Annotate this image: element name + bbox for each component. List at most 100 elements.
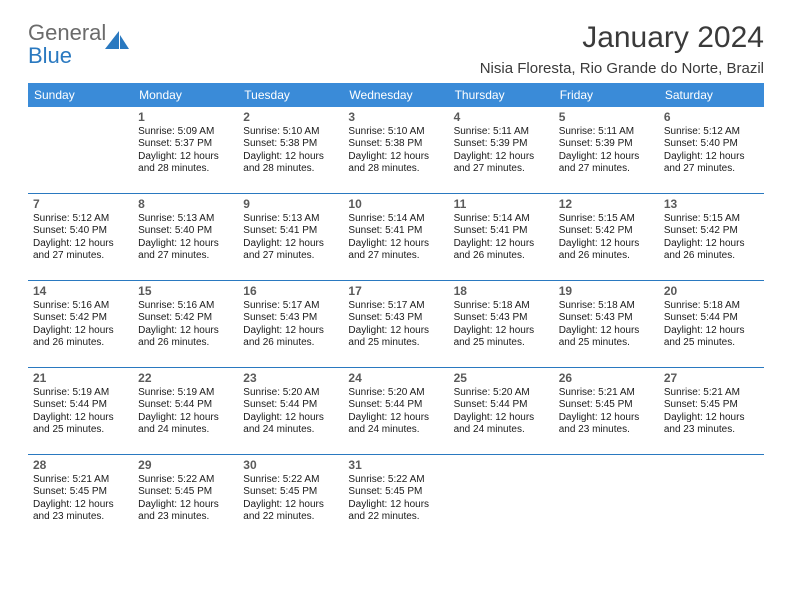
day-number: 23 — [243, 371, 338, 385]
day-number: 26 — [559, 371, 654, 385]
header: General Blue January 2024 Nisia Floresta… — [28, 22, 764, 77]
daylight-line: Daylight: 12 hours and 25 minutes. — [454, 325, 549, 350]
sunset-line: Sunset: 5:42 PM — [559, 225, 654, 238]
sunrise-line: Sunrise: 5:10 AM — [243, 126, 338, 139]
calendar-day-cell: 1Sunrise: 5:09 AMSunset: 5:37 PMDaylight… — [133, 107, 238, 194]
daylight-line: Daylight: 12 hours and 28 minutes. — [348, 151, 443, 176]
sunrise-line: Sunrise: 5:09 AM — [138, 126, 233, 139]
sunset-line: Sunset: 5:45 PM — [33, 486, 128, 499]
daylight-line: Daylight: 12 hours and 27 minutes. — [33, 238, 128, 263]
calendar-day-cell: 6 Sunrise: 5:12 AMSunset: 5:40 PMDaylight… — [659, 107, 764, 194]
sunset-line: Sunset: 5:38 PM — [243, 138, 338, 151]
calendar-day-cell: 15Sunrise: 5:16 AMSunset: 5:42 PMDayligh… — [133, 280, 238, 367]
day-number: 7 — [33, 197, 128, 211]
calendar-day-cell: 16Sunrise: 5:17 AMSunset: 5:43 PMDayligh… — [238, 280, 343, 367]
calendar-day-cell — [659, 454, 764, 541]
calendar-week-row: 28Sunrise: 5:21 AMSunset: 5:45 PMDayligh… — [28, 454, 764, 541]
day-number: 14 — [33, 284, 128, 298]
daylight-line: Daylight: 12 hours and 27 minutes. — [348, 238, 443, 263]
day-number: 6 — [664, 110, 759, 124]
logo-word-blue: Blue — [28, 43, 72, 68]
daylight-line: Daylight: 12 hours and 26 minutes. — [454, 238, 549, 263]
calendar-table: SundayMondayTuesdayWednesdayThursdayFrid… — [28, 83, 764, 541]
day-number: 8 — [138, 197, 233, 211]
day-number: 17 — [348, 284, 443, 298]
logo-sail-icon — [105, 31, 131, 56]
sunset-line: Sunset: 5:44 PM — [138, 399, 233, 412]
daylight-line: Daylight: 12 hours and 24 minutes. — [138, 412, 233, 437]
sunset-line: Sunset: 5:42 PM — [664, 225, 759, 238]
weekday-header: Saturday — [659, 83, 764, 107]
day-number: 3 — [348, 110, 443, 124]
calendar-week-row: 14Sunrise: 5:16 AMSunset: 5:42 PMDayligh… — [28, 280, 764, 367]
calendar-day-cell: 2 Sunrise: 5:10 AMSunset: 5:38 PMDaylight… — [238, 107, 343, 194]
calendar-week-row: 1Sunrise: 5:09 AMSunset: 5:37 PMDaylight… — [28, 107, 764, 194]
sunrise-line: Sunrise: 5:20 AM — [243, 387, 338, 400]
daylight-line: Daylight: 12 hours and 28 minutes. — [138, 151, 233, 176]
title-block: January 2024 Nisia Floresta, Rio Grande … — [480, 22, 764, 77]
sunrise-line: Sunrise: 5:12 AM — [33, 213, 128, 226]
daylight-line: Daylight: 12 hours and 22 minutes. — [243, 499, 338, 524]
daylight-line: Daylight: 12 hours and 24 minutes. — [348, 412, 443, 437]
sunset-line: Sunset: 5:44 PM — [243, 399, 338, 412]
sunrise-line: Sunrise: 5:15 AM — [559, 213, 654, 226]
sunset-line: Sunset: 5:40 PM — [33, 225, 128, 238]
day-number: 29 — [138, 458, 233, 472]
weekday-header: Wednesday — [343, 83, 448, 107]
daylight-line: Daylight: 12 hours and 25 minutes. — [348, 325, 443, 350]
daylight-line: Daylight: 12 hours and 26 minutes. — [33, 325, 128, 350]
calendar-day-cell: 19Sunrise: 5:18 AMSunset: 5:43 PMDayligh… — [554, 280, 659, 367]
calendar-day-cell: 20Sunrise: 5:18 AMSunset: 5:44 PMDayligh… — [659, 280, 764, 367]
sunrise-line: Sunrise: 5:10 AM — [348, 126, 443, 139]
sunset-line: Sunset: 5:38 PM — [348, 138, 443, 151]
day-number: 30 — [243, 458, 338, 472]
day-number: 1 — [138, 110, 233, 124]
calendar-day-cell: 29Sunrise: 5:22 AMSunset: 5:45 PMDayligh… — [133, 454, 238, 541]
sunrise-line: Sunrise: 5:20 AM — [348, 387, 443, 400]
sunrise-line: Sunrise: 5:12 AM — [664, 126, 759, 139]
day-number: 12 — [559, 197, 654, 211]
calendar-day-cell: 23Sunrise: 5:20 AMSunset: 5:44 PMDayligh… — [238, 367, 343, 454]
sunrise-line: Sunrise: 5:22 AM — [243, 474, 338, 487]
daylight-line: Daylight: 12 hours and 27 minutes. — [138, 238, 233, 263]
sunrise-line: Sunrise: 5:21 AM — [664, 387, 759, 400]
calendar-day-cell — [28, 107, 133, 194]
day-number: 5 — [559, 110, 654, 124]
sunrise-line: Sunrise: 5:13 AM — [243, 213, 338, 226]
sunset-line: Sunset: 5:40 PM — [664, 138, 759, 151]
calendar-day-cell — [554, 454, 659, 541]
sunset-line: Sunset: 5:41 PM — [348, 225, 443, 238]
day-number: 31 — [348, 458, 443, 472]
calendar-day-cell: 31Sunrise: 5:22 AMSunset: 5:45 PMDayligh… — [343, 454, 448, 541]
daylight-line: Daylight: 12 hours and 25 minutes. — [33, 412, 128, 437]
daylight-line: Daylight: 12 hours and 27 minutes. — [664, 151, 759, 176]
day-number: 19 — [559, 284, 654, 298]
daylight-line: Daylight: 12 hours and 23 minutes. — [33, 499, 128, 524]
daylight-line: Daylight: 12 hours and 22 minutes. — [348, 499, 443, 524]
weekday-header: Friday — [554, 83, 659, 107]
weekday-header: Monday — [133, 83, 238, 107]
sunrise-line: Sunrise: 5:17 AM — [348, 300, 443, 313]
calendar-day-cell: 22Sunrise: 5:19 AMSunset: 5:44 PMDayligh… — [133, 367, 238, 454]
sunrise-line: Sunrise: 5:19 AM — [33, 387, 128, 400]
sunrise-line: Sunrise: 5:11 AM — [454, 126, 549, 139]
calendar-day-cell: 5Sunrise: 5:11 AMSunset: 5:39 PMDaylight… — [554, 107, 659, 194]
day-number: 2 — [243, 110, 338, 124]
sunrise-line: Sunrise: 5:18 AM — [454, 300, 549, 313]
weekday-header: Thursday — [449, 83, 554, 107]
daylight-line: Daylight: 12 hours and 23 minutes. — [559, 412, 654, 437]
sunrise-line: Sunrise: 5:14 AM — [348, 213, 443, 226]
day-number: 21 — [33, 371, 128, 385]
calendar-day-cell: 13Sunrise: 5:15 AMSunset: 5:42 PMDayligh… — [659, 193, 764, 280]
daylight-line: Daylight: 12 hours and 28 minutes. — [243, 151, 338, 176]
logo-word-general: General — [28, 20, 106, 45]
calendar-day-cell — [449, 454, 554, 541]
sunrise-line: Sunrise: 5:22 AM — [348, 474, 443, 487]
sunset-line: Sunset: 5:44 PM — [33, 399, 128, 412]
sunrise-line: Sunrise: 5:21 AM — [33, 474, 128, 487]
daylight-line: Daylight: 12 hours and 23 minutes. — [138, 499, 233, 524]
sunset-line: Sunset: 5:43 PM — [454, 312, 549, 325]
calendar-day-cell: 4Sunrise: 5:11 AMSunset: 5:39 PMDaylight… — [449, 107, 554, 194]
calendar-day-cell: 7 Sunrise: 5:12 AMSunset: 5:40 PMDaylight… — [28, 193, 133, 280]
sunrise-line: Sunrise: 5:19 AM — [138, 387, 233, 400]
